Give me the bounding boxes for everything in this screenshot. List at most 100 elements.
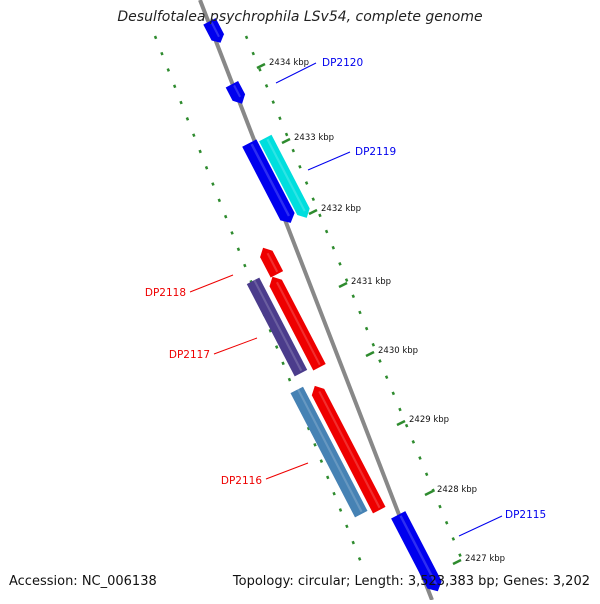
track-dot xyxy=(358,310,362,315)
right-tick-track xyxy=(244,35,462,557)
gene-callout-line xyxy=(307,151,351,171)
gene-dp2119-cyan xyxy=(259,134,310,218)
kbp-label: 2427 kbp xyxy=(465,554,505,564)
track-dot xyxy=(204,165,209,170)
gene-dp2117-red-shine xyxy=(276,281,321,366)
gene-callout-line xyxy=(458,515,503,537)
track-dot xyxy=(338,508,343,512)
gene-dp2120 xyxy=(225,81,246,104)
gene-label: DP2116 xyxy=(221,475,262,487)
gene-label: DP2119 xyxy=(355,146,396,158)
track-dot xyxy=(357,557,362,561)
track-dot xyxy=(418,456,422,460)
gene-dp2121-top-shine xyxy=(210,22,220,38)
kbp-tick xyxy=(424,489,434,497)
track-dot xyxy=(244,35,249,40)
map-title: Desulfotalea psychrophila LSv54, complet… xyxy=(117,9,483,25)
track-dot xyxy=(236,247,241,252)
gene-dp2117-purple-shine xyxy=(253,279,303,372)
track-dot xyxy=(324,229,329,234)
gene-dp2116-red xyxy=(311,385,386,514)
track-dot xyxy=(298,164,302,169)
track-dot xyxy=(258,67,262,72)
track-dot xyxy=(192,133,196,138)
kbp-tick xyxy=(256,62,266,70)
track-dot xyxy=(211,182,215,186)
track-dot xyxy=(444,520,449,525)
track-dot xyxy=(451,537,456,541)
track-dot xyxy=(217,198,222,203)
gene-label: DP2117 xyxy=(169,349,210,361)
kbp-tick xyxy=(281,137,291,145)
track-dot xyxy=(338,262,342,266)
kbp-tick xyxy=(396,419,406,427)
accession-text: Accession: NC_006138 xyxy=(9,574,157,589)
gene-callout-line xyxy=(265,462,309,480)
track-dot xyxy=(458,553,462,557)
track-dot xyxy=(326,475,330,480)
genome-summary-text: Topology: circular; Length: 3,523,383 bp… xyxy=(232,574,590,589)
track-dot xyxy=(223,214,228,219)
kbp-label: 2434 kbp xyxy=(269,58,309,68)
track-dot xyxy=(185,117,190,121)
gene-dp2119-blue-shine xyxy=(250,143,290,217)
kbp-tick xyxy=(365,350,375,358)
track-dot xyxy=(384,375,389,380)
track-dot xyxy=(391,391,396,396)
track-dot xyxy=(351,540,355,545)
kbp-label: 2429 kbp xyxy=(409,415,449,425)
gene-dp2117-red xyxy=(269,276,326,371)
track-dot xyxy=(438,504,442,509)
track-dot xyxy=(311,197,315,202)
kbp-tick xyxy=(338,281,348,289)
track-dot xyxy=(243,263,247,268)
kbp-label: 2430 kbp xyxy=(378,346,418,356)
kbp-tick xyxy=(452,558,462,566)
kbp-tick xyxy=(308,208,318,216)
track-dot xyxy=(268,328,273,333)
gene-dp2118-red xyxy=(260,247,284,278)
gene-label: DP2118 xyxy=(145,287,186,299)
track-dot xyxy=(160,51,164,56)
track-dot xyxy=(411,440,416,444)
track-dot xyxy=(313,442,317,447)
track-dot xyxy=(306,426,311,431)
track-dot xyxy=(318,213,322,218)
track-dot xyxy=(424,472,429,477)
gene-dp2117-purple xyxy=(246,277,308,377)
gene-dp2118-red-shine xyxy=(266,252,279,273)
track-dot xyxy=(278,116,282,121)
gene-dp2116-red-shine xyxy=(318,391,381,509)
track-dot xyxy=(331,245,336,250)
track-dot xyxy=(378,359,382,363)
track-dot xyxy=(271,100,275,104)
track-dot xyxy=(364,326,369,331)
track-dot xyxy=(344,278,349,282)
gene-dp2115 xyxy=(391,511,442,592)
track-dot xyxy=(264,84,269,88)
track-dot xyxy=(345,524,349,529)
track-dot xyxy=(398,407,402,412)
gene-label: DP2115 xyxy=(505,509,546,521)
gene-callout-line xyxy=(275,62,317,84)
track-dot xyxy=(153,35,158,40)
track-dot xyxy=(332,491,336,496)
track-dot xyxy=(291,148,295,153)
gene-dp2119-cyan-shine xyxy=(266,138,306,212)
track-dot xyxy=(230,231,234,235)
track-dot xyxy=(274,345,279,349)
track-dot xyxy=(371,342,376,347)
track-dot xyxy=(304,181,309,185)
gene-callout-line xyxy=(189,274,234,293)
track-dot xyxy=(319,459,324,463)
gene-dp2120-shine xyxy=(233,84,241,98)
gene-dp2116-steel-shine xyxy=(297,388,363,513)
gene-dp2115-shine xyxy=(399,515,438,585)
gene-dp2116-steel xyxy=(290,386,368,518)
track-dot xyxy=(166,68,171,72)
track-dot xyxy=(198,149,202,154)
track-dot xyxy=(351,294,356,299)
track-dot xyxy=(172,84,177,89)
